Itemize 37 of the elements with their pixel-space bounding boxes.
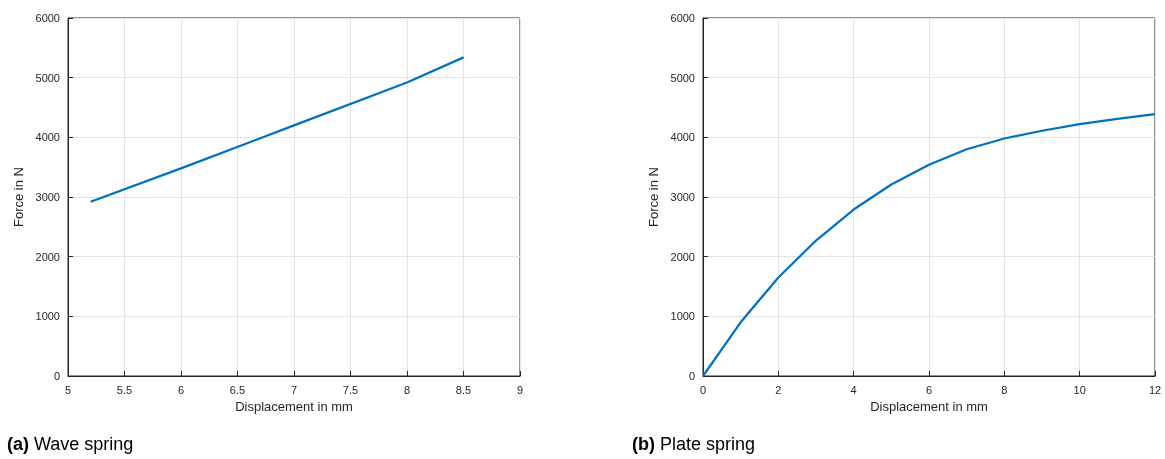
- x-tick-label: 7.5: [342, 383, 359, 396]
- y-axis-title: Force in N: [10, 167, 26, 227]
- y-tick-label: 1000: [35, 310, 60, 323]
- x-tick-label: 10: [1073, 383, 1086, 396]
- y-tick-label: 4000: [670, 131, 695, 144]
- x-tick-label: 8: [1001, 383, 1008, 396]
- y-tick-label: 4000: [35, 131, 60, 144]
- y-tick-label: 0: [688, 370, 695, 382]
- y-tick-label: 3000: [35, 191, 60, 203]
- x-axis-title: Displacement in mm: [235, 399, 353, 414]
- y-tick-label: 2000: [35, 250, 60, 263]
- y-tick-label: 6000: [35, 12, 60, 24]
- x-tick-label: 8: [403, 383, 411, 396]
- y-tick-label: 5000: [35, 71, 60, 84]
- x-tick-label: 0: [699, 383, 707, 396]
- y-tick-label: 3000: [670, 191, 695, 203]
- x-tick-label: 9: [516, 383, 524, 396]
- y-tick-label: 1000: [670, 310, 695, 323]
- x-tick-label: 6.5: [229, 383, 246, 396]
- text: (b) Plate spring: [632, 434, 756, 454]
- y-axis-title: Force in N: [645, 167, 661, 227]
- y-tick-label: 6000: [670, 12, 695, 24]
- x-tick-label: 6: [177, 383, 185, 396]
- x-tick-label: 7: [290, 383, 298, 396]
- y-tick-label: 5000: [670, 71, 695, 84]
- y-tick-label: 2000: [670, 250, 695, 263]
- y-tick-label: 0: [53, 370, 60, 382]
- x-tick-label: 12: [1148, 383, 1162, 396]
- x-tick-label: 2: [775, 383, 782, 396]
- x-tick-label: 6: [925, 383, 933, 396]
- line-series: [89, 56, 465, 203]
- x-tick-label: 8.5: [455, 383, 472, 396]
- x-axis-title: Displacement in mm: [870, 399, 988, 414]
- x-tick-label: 5: [64, 383, 72, 396]
- x-tick-label: 5.5: [116, 383, 133, 396]
- text: (a) Wave spring: [7, 434, 134, 454]
- x-tick-label: 4: [850, 383, 857, 396]
